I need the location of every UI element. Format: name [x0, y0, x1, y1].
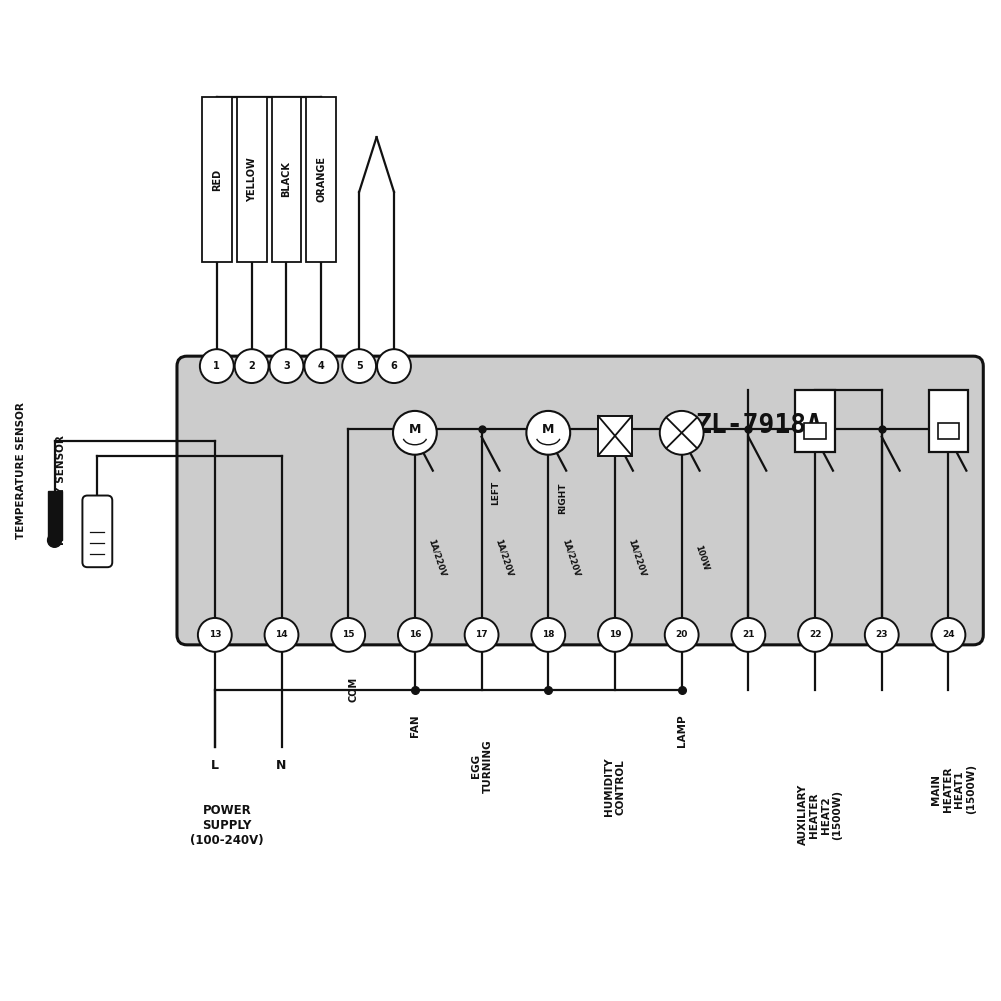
Text: HUMIDITY SENSOR: HUMIDITY SENSOR: [55, 435, 65, 546]
Circle shape: [331, 618, 365, 652]
Text: 21: 21: [742, 631, 755, 640]
Circle shape: [527, 410, 571, 454]
Text: LEFT: LEFT: [491, 480, 500, 505]
Circle shape: [660, 410, 704, 454]
Circle shape: [269, 349, 303, 383]
Text: TEMPERATURE SENSOR: TEMPERATURE SENSOR: [16, 402, 26, 540]
Circle shape: [598, 618, 632, 652]
Text: HUMIDITY
CONTROL: HUMIDITY CONTROL: [605, 758, 626, 816]
Text: 5: 5: [355, 361, 362, 371]
Circle shape: [200, 349, 233, 383]
Circle shape: [342, 349, 376, 383]
Text: COM: COM: [348, 677, 358, 702]
Bar: [306, 97, 336, 261]
Text: 19: 19: [609, 631, 622, 640]
Text: 1A/220V: 1A/220V: [426, 539, 447, 579]
Text: 23: 23: [876, 631, 888, 640]
Text: RED: RED: [212, 168, 222, 190]
Bar: [271, 97, 301, 261]
Text: 20: 20: [676, 631, 688, 640]
Circle shape: [234, 349, 268, 383]
Circle shape: [532, 618, 566, 652]
Circle shape: [464, 618, 498, 652]
Circle shape: [377, 349, 410, 383]
Bar: [236, 97, 266, 261]
Text: L: L: [211, 760, 219, 773]
Text: YELLOW: YELLOW: [246, 157, 256, 202]
Circle shape: [304, 349, 338, 383]
Text: 13: 13: [208, 631, 221, 640]
Circle shape: [393, 410, 436, 454]
Circle shape: [932, 618, 965, 652]
Text: ORANGE: ORANGE: [316, 156, 326, 202]
Text: 24: 24: [942, 631, 955, 640]
Text: LAMP: LAMP: [677, 715, 687, 747]
Text: M: M: [408, 423, 421, 436]
Text: EGG
TURNING: EGG TURNING: [470, 740, 492, 793]
Text: FAN: FAN: [409, 715, 419, 737]
Bar: [598, 415, 632, 455]
Text: RIGHT: RIGHT: [559, 482, 568, 515]
Circle shape: [198, 618, 231, 652]
Circle shape: [398, 618, 431, 652]
Text: 14: 14: [275, 631, 288, 640]
Text: 3: 3: [283, 361, 290, 371]
Circle shape: [865, 618, 899, 652]
Text: M: M: [543, 423, 555, 436]
Text: 1: 1: [213, 361, 220, 371]
Text: 4: 4: [318, 361, 324, 371]
Circle shape: [798, 618, 832, 652]
Text: 100W: 100W: [694, 545, 711, 573]
Text: 1A/220V: 1A/220V: [627, 539, 648, 579]
Circle shape: [665, 618, 699, 652]
Text: MAIN
HEATER
HEAT1
(1500W): MAIN HEATER HEAT1 (1500W): [931, 765, 976, 814]
Bar: [48, 490, 61, 541]
Circle shape: [48, 534, 61, 548]
Text: 18: 18: [542, 631, 555, 640]
Circle shape: [264, 618, 298, 652]
Text: POWER
SUPPLY
(100-240V): POWER SUPPLY (100-240V): [190, 804, 263, 847]
Text: 22: 22: [809, 631, 821, 640]
Bar: [804, 422, 826, 438]
Text: ZL-7918A: ZL-7918A: [696, 412, 823, 438]
Bar: [938, 422, 959, 438]
Text: AUXILIARY
HEATER
HEAT2
(1500W): AUXILIARY HEATER HEAT2 (1500W): [798, 784, 843, 846]
FancyBboxPatch shape: [82, 495, 112, 568]
Bar: [202, 97, 231, 261]
FancyBboxPatch shape: [177, 356, 983, 645]
Bar: [795, 390, 835, 451]
Text: 6: 6: [390, 361, 397, 371]
Text: BLACK: BLACK: [281, 161, 291, 197]
Text: 15: 15: [342, 631, 354, 640]
Circle shape: [732, 618, 766, 652]
Text: N: N: [276, 760, 286, 773]
Text: 1A/220V: 1A/220V: [493, 539, 515, 579]
Text: 16: 16: [408, 631, 421, 640]
Text: 17: 17: [475, 631, 487, 640]
Text: 2: 2: [248, 361, 255, 371]
Text: 1A/220V: 1A/220V: [561, 539, 581, 579]
Bar: [929, 390, 968, 451]
